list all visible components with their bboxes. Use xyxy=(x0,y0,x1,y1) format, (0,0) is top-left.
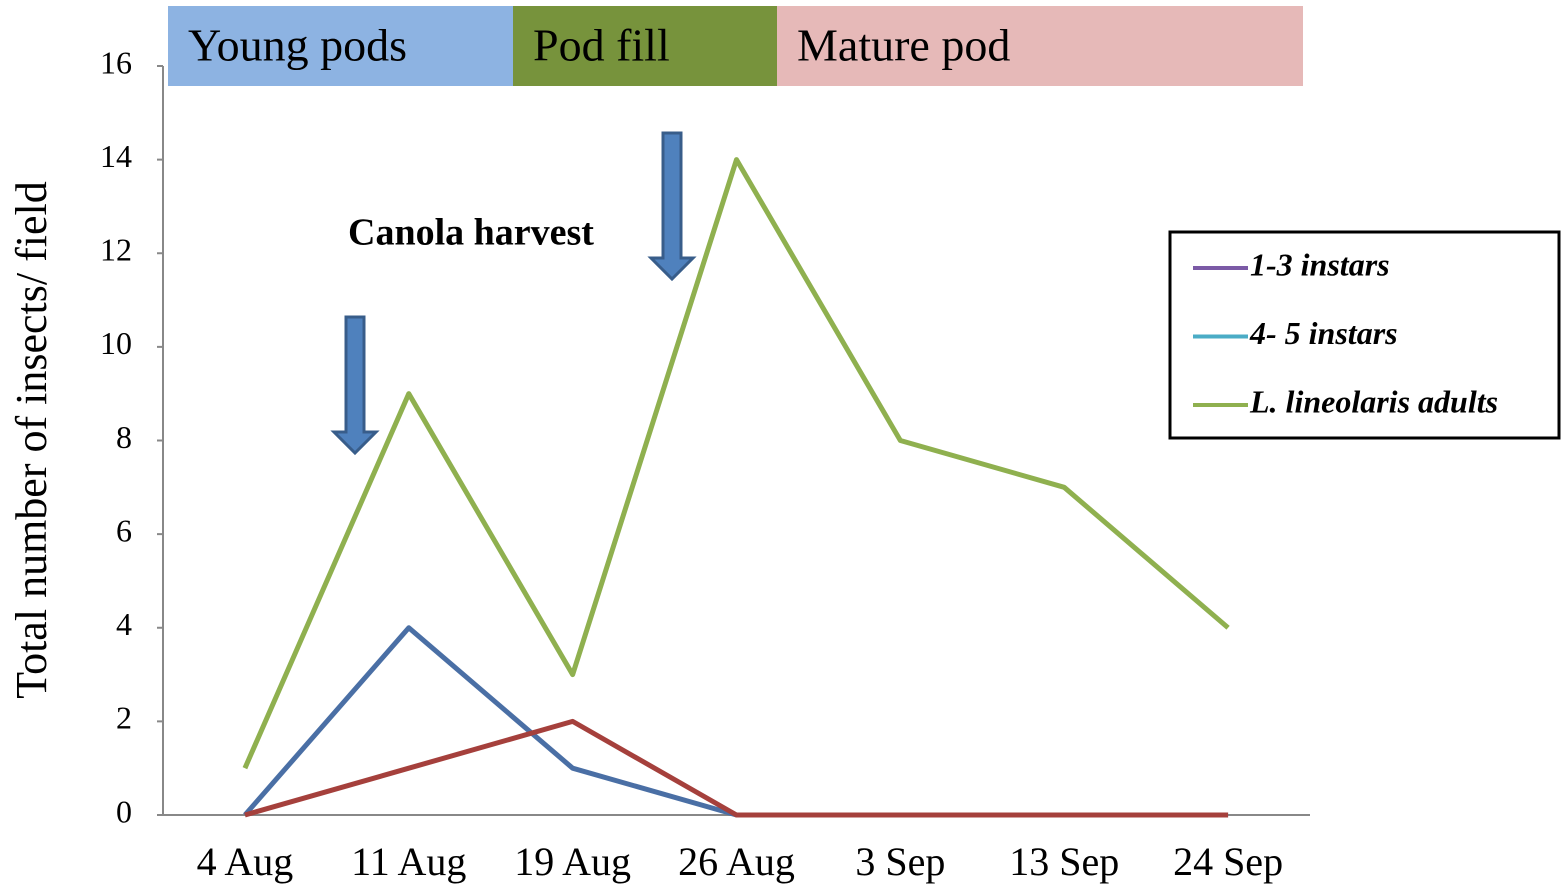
y-tick-label: 8 xyxy=(116,419,132,455)
series-line xyxy=(243,625,1229,818)
y-axis-label: Total number of insects/ field xyxy=(7,181,56,698)
y-tick-label: 12 xyxy=(100,232,132,268)
phase-label: Young pods xyxy=(188,20,407,71)
y-tick-label: 0 xyxy=(116,793,132,829)
legend-label: 1-3 instars xyxy=(1250,246,1390,282)
x-tick-label: 4 Aug xyxy=(197,839,294,884)
x-tick-label: 3 Sep xyxy=(855,839,945,884)
phase-band xyxy=(168,6,513,86)
y-tick-label: 2 xyxy=(116,700,132,736)
annotation: Canola harvest xyxy=(348,212,594,254)
y-tick-label: 16 xyxy=(100,44,132,80)
series-line xyxy=(244,718,1229,818)
x-tick-label: 26 Aug xyxy=(678,839,795,884)
y-tick-label: 10 xyxy=(100,325,132,361)
phase-band xyxy=(513,6,777,86)
y-tick-label: 4 xyxy=(116,606,132,642)
y-tick-label: 14 xyxy=(100,138,132,174)
legend-label: 4- 5 instars xyxy=(1249,315,1398,351)
phase-label: Mature pod xyxy=(797,20,1010,71)
phase-band xyxy=(777,6,1303,86)
x-tick-label: 13 Sep xyxy=(1009,839,1119,884)
y-tick-label: 6 xyxy=(116,512,132,548)
x-tick-label: 19 Aug xyxy=(514,839,631,884)
series-line xyxy=(242,157,1230,770)
x-tick-label: 11 Aug xyxy=(351,839,466,884)
arrow xyxy=(330,131,697,456)
legend-label: L. lineolaris adults xyxy=(1249,383,1498,419)
phase-label: Pod fill xyxy=(533,20,670,71)
x-tick-label: 24 Sep xyxy=(1173,839,1283,884)
